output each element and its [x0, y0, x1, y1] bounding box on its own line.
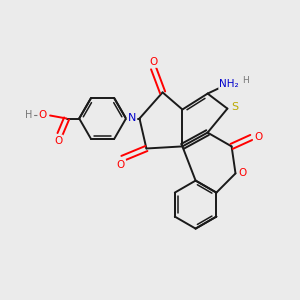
Text: O: O	[38, 110, 47, 120]
Text: O: O	[149, 57, 158, 67]
Text: O: O	[117, 160, 125, 170]
Text: H: H	[243, 76, 249, 85]
Text: N: N	[128, 113, 136, 123]
Text: O: O	[254, 132, 262, 142]
Text: S: S	[231, 102, 239, 112]
Text: O: O	[54, 136, 63, 146]
Text: H: H	[25, 110, 32, 120]
Text: NH₂: NH₂	[219, 79, 239, 89]
Text: O: O	[238, 168, 246, 178]
